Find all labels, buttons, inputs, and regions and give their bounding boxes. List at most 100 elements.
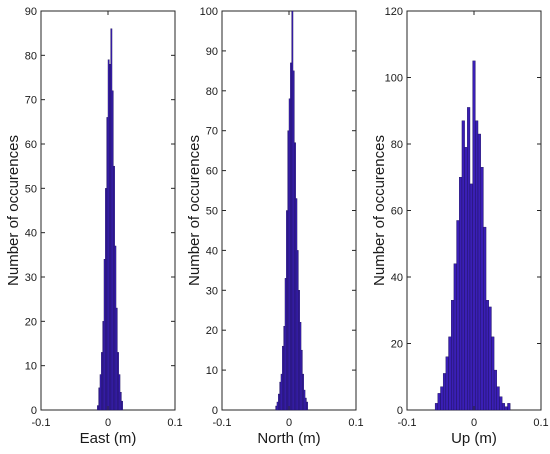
histogram-bar — [276, 401, 279, 411]
y-tick-label: 70 — [25, 95, 37, 107]
y-ticks: 0 10 20 30 40 50 60 70 80 90 — [25, 6, 175, 417]
y-tick-label: 70 — [206, 126, 218, 138]
y-tick-label: 0 — [397, 405, 403, 417]
histogram-bar — [101, 352, 103, 411]
y-tick-label: 0 — [31, 405, 37, 417]
histogram-bar — [491, 336, 495, 411]
histogram-bar — [99, 374, 102, 411]
histogram-bar — [111, 90, 114, 411]
histogram-bar — [291, 10, 294, 411]
y-tick-label: 80 — [391, 139, 403, 151]
y-tick-label: 100 — [200, 6, 218, 18]
histogram-bar — [283, 326, 286, 411]
histogram-bar — [507, 403, 511, 411]
y-axis-label: Number of occurences — [371, 135, 388, 286]
x-ticks: -0.1 0 0.1 — [213, 11, 364, 429]
histogram-bar — [467, 107, 471, 411]
histogram-bar — [306, 401, 308, 411]
x-tick-label: 0 — [105, 417, 111, 429]
histogram-bar — [286, 210, 288, 411]
x-tick-label: -0.1 — [32, 417, 51, 429]
histogram-bar — [98, 387, 101, 411]
histogram-bar — [287, 130, 290, 411]
histogram-bar — [464, 147, 468, 411]
y-tick-label: 10 — [25, 361, 37, 373]
histogram-bar — [103, 259, 106, 411]
y-tick-label: 60 — [206, 166, 218, 178]
histogram-bar — [472, 60, 476, 411]
histogram-bar — [304, 397, 307, 411]
histogram-bar — [294, 142, 296, 411]
histogram-bar — [480, 167, 484, 411]
y-tick-label: 0 — [212, 405, 218, 417]
histogram-bar — [296, 250, 299, 411]
x-tick-label: 0.1 — [533, 417, 548, 429]
histogram-bar — [496, 386, 500, 411]
y-tick-label: 20 — [391, 339, 403, 351]
histogram-bar — [488, 306, 492, 411]
histogram-bar — [113, 165, 115, 411]
histogram-bar — [303, 389, 306, 411]
y-tick-label: 40 — [25, 228, 37, 240]
histogram-bar — [499, 396, 503, 411]
histogram-bar — [298, 290, 300, 411]
x-tick-label: 0.1 — [167, 417, 182, 429]
histogram-bar — [275, 405, 278, 411]
histogram-bar — [445, 356, 449, 411]
histogram-bar — [109, 63, 111, 411]
y-tick-label: 20 — [206, 325, 218, 337]
histogram-bar — [453, 263, 457, 411]
x-axis-label: Up (m) — [451, 430, 497, 447]
x-tick-label: 0.1 — [348, 417, 363, 429]
y-tick-label: 20 — [25, 316, 37, 328]
x-ticks: -0.1 0 0.1 — [398, 11, 549, 429]
histogram-bar — [292, 70, 295, 411]
y-ticks: 0 20 40 60 80 100 120 — [385, 6, 541, 417]
histogram-bar — [440, 386, 444, 411]
histogram-bar — [300, 349, 303, 411]
y-tick-label: 90 — [25, 6, 37, 18]
histogram-bar — [456, 220, 460, 411]
histogram-bar — [477, 133, 481, 411]
histogram-bar — [469, 183, 473, 411]
y-tick-label: 40 — [391, 272, 403, 284]
y-tick-label: 10 — [206, 365, 218, 377]
histogram-bar — [118, 374, 121, 411]
x-axis-label: East (m) — [80, 430, 137, 447]
histogram-bar — [110, 28, 113, 411]
histogram-bar — [483, 226, 487, 411]
histogram-bar — [117, 352, 119, 411]
histogram-bar — [451, 300, 455, 411]
y-axis-label: Number of occurences — [5, 135, 22, 286]
y-tick-label: 40 — [206, 245, 218, 257]
histogram-bar — [97, 405, 99, 411]
histogram-bar — [302, 373, 304, 411]
histogram-bar — [115, 307, 118, 411]
histogram-bar — [461, 120, 465, 411]
histogram-bar — [106, 117, 109, 411]
y-tick-label: 80 — [206, 86, 218, 98]
x-ticks: -0.1 0 0.1 — [32, 11, 183, 429]
histogram-bar — [114, 245, 117, 411]
histogram-bar — [295, 198, 298, 411]
histogram-bar — [102, 321, 105, 411]
histogram-bar — [459, 177, 463, 411]
bars-group — [97, 28, 123, 411]
x-tick-label: 0 — [471, 417, 477, 429]
x-tick-label: -0.1 — [213, 417, 232, 429]
y-ticks: 0 10 20 30 40 50 60 70 80 90 100 — [200, 6, 356, 417]
histogram-bar — [280, 373, 283, 411]
histogram-bar — [119, 392, 122, 411]
histogram-bar — [107, 59, 110, 411]
histogram-bar — [437, 393, 441, 411]
histogram-bar — [282, 345, 284, 411]
histogram-bar — [504, 406, 508, 411]
histogram-bar — [278, 393, 280, 411]
bars-group — [275, 10, 308, 411]
x-tick-label: -0.1 — [398, 417, 417, 429]
histogram-bar — [290, 62, 292, 411]
histogram-bar — [442, 373, 447, 411]
histogram-bar — [299, 322, 302, 411]
